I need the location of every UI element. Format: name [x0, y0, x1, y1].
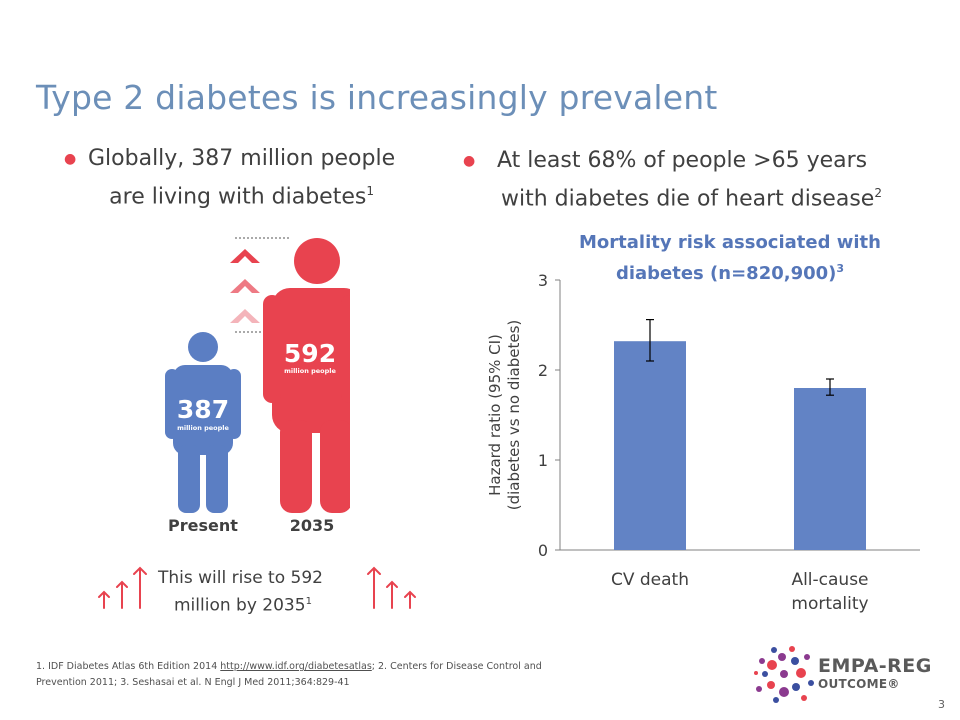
y-axis-label-line2: (diabetes vs no diabetes)	[505, 320, 523, 511]
x-tick-label: mortality	[791, 594, 868, 614]
logo-line2: OUTCOME®	[818, 677, 900, 691]
arrow-up-icon	[116, 580, 128, 609]
bar-chart: Hazard ratio (95% CI) (diabetes vs no di…	[486, 271, 920, 614]
left-bullet-line2: are living with diabetes1	[88, 175, 395, 213]
rise-line1: This will rise to 592	[158, 568, 323, 588]
right-bullet-ref: 2	[874, 186, 882, 200]
chart-title-line1: Mortality risk associated with	[579, 232, 881, 253]
arrow-up-icon	[404, 590, 416, 609]
future-label: 2035	[290, 516, 335, 535]
chart-title-line2: diabetes (n=820,900)3	[520, 256, 940, 287]
y-tick-label: 3	[538, 271, 548, 290]
present-person-icon	[165, 332, 241, 513]
rise-arrows-left	[98, 566, 147, 609]
bullet-dot: ●	[463, 153, 476, 169]
arrow-up-icon	[133, 566, 147, 609]
empa-reg-logo-mark	[754, 646, 814, 703]
page-number: 3	[938, 698, 945, 711]
left-bullet-ref: 1	[366, 184, 374, 198]
footnote-link[interactable]: http://www.idf.org/diabetesatlas	[220, 661, 372, 672]
right-bullet-line2-text: with diabetes die of heart disease	[501, 186, 875, 212]
bullet-dot: ●	[64, 151, 77, 167]
footnote-line1-a: 1. IDF Diabetes Atlas 6th Edition 2014	[36, 661, 221, 672]
footnote-line1: 1. IDF Diabetes Atlas 6th Edition 2014 h…	[36, 659, 736, 675]
empa-reg-logo-text: EMPA-REG OUTCOME®	[818, 655, 932, 691]
rise-text: This will rise to 592 million by 20351	[158, 566, 323, 618]
arrow-up-icon	[386, 580, 398, 609]
population-infographic: 387 million people 592 million people Pr…	[165, 237, 350, 535]
arrow-up-icon	[98, 590, 110, 609]
right-bullet-line1: At least 68% of people >65 years	[497, 148, 868, 173]
y-axis-label-line1: Hazard ratio (95% CI)	[486, 334, 504, 496]
footnote-line2: Prevention 2011; 3. Seshasai et al. N En…	[36, 677, 350, 688]
rise-line2: million by 20351	[158, 590, 323, 618]
present-number: 387	[177, 395, 229, 424]
y-tick-label: 2	[538, 361, 548, 380]
footnote-line1-b: ; 2. Centers for Disease Control and	[371, 661, 542, 672]
y-tick-label: 0	[538, 541, 548, 560]
page-title: Type 2 diabetes is increasingly prevalen…	[36, 78, 718, 117]
future-sub: million people	[284, 367, 336, 375]
x-tick-label: All-cause	[791, 570, 868, 590]
chevron-up-icon	[230, 309, 260, 323]
logo-line1: EMPA-REG	[818, 655, 932, 677]
x-tick-label: CV death	[611, 570, 689, 590]
right-bullet: At least 68% of people >65 years with di…	[497, 145, 882, 215]
bar	[614, 341, 686, 550]
y-tick-label: 1	[538, 451, 548, 470]
present-sub: million people	[177, 424, 229, 432]
future-person-icon	[263, 238, 350, 513]
dot-ring-icon	[754, 646, 814, 703]
chart-title-ref: 3	[836, 262, 845, 275]
bar	[794, 388, 866, 550]
left-bullet-line1: Globally, 387 million people	[88, 146, 396, 171]
arrow-up-icon	[367, 566, 381, 609]
footnote: 1. IDF Diabetes Atlas 6th Edition 2014 h…	[36, 659, 736, 691]
left-bullet-line2-text: are living with diabetes	[109, 184, 367, 210]
chevron-up-icon	[230, 279, 260, 293]
chevron-up-icon	[230, 249, 260, 263]
left-bullet: Globally, 387 million people are living …	[88, 143, 395, 213]
rise-arrows-right	[367, 566, 416, 609]
right-bullet-line2: with diabetes die of heart disease2	[497, 177, 882, 215]
rise-ref: 1	[305, 596, 312, 607]
rise-line2-text: million by 2035	[174, 595, 306, 616]
future-number: 592	[284, 339, 336, 368]
present-label: Present	[168, 516, 238, 535]
chart-title: Mortality risk associated with diabetes …	[520, 230, 940, 287]
chart-title-line2-text: diabetes (n=820,900)	[615, 263, 837, 284]
